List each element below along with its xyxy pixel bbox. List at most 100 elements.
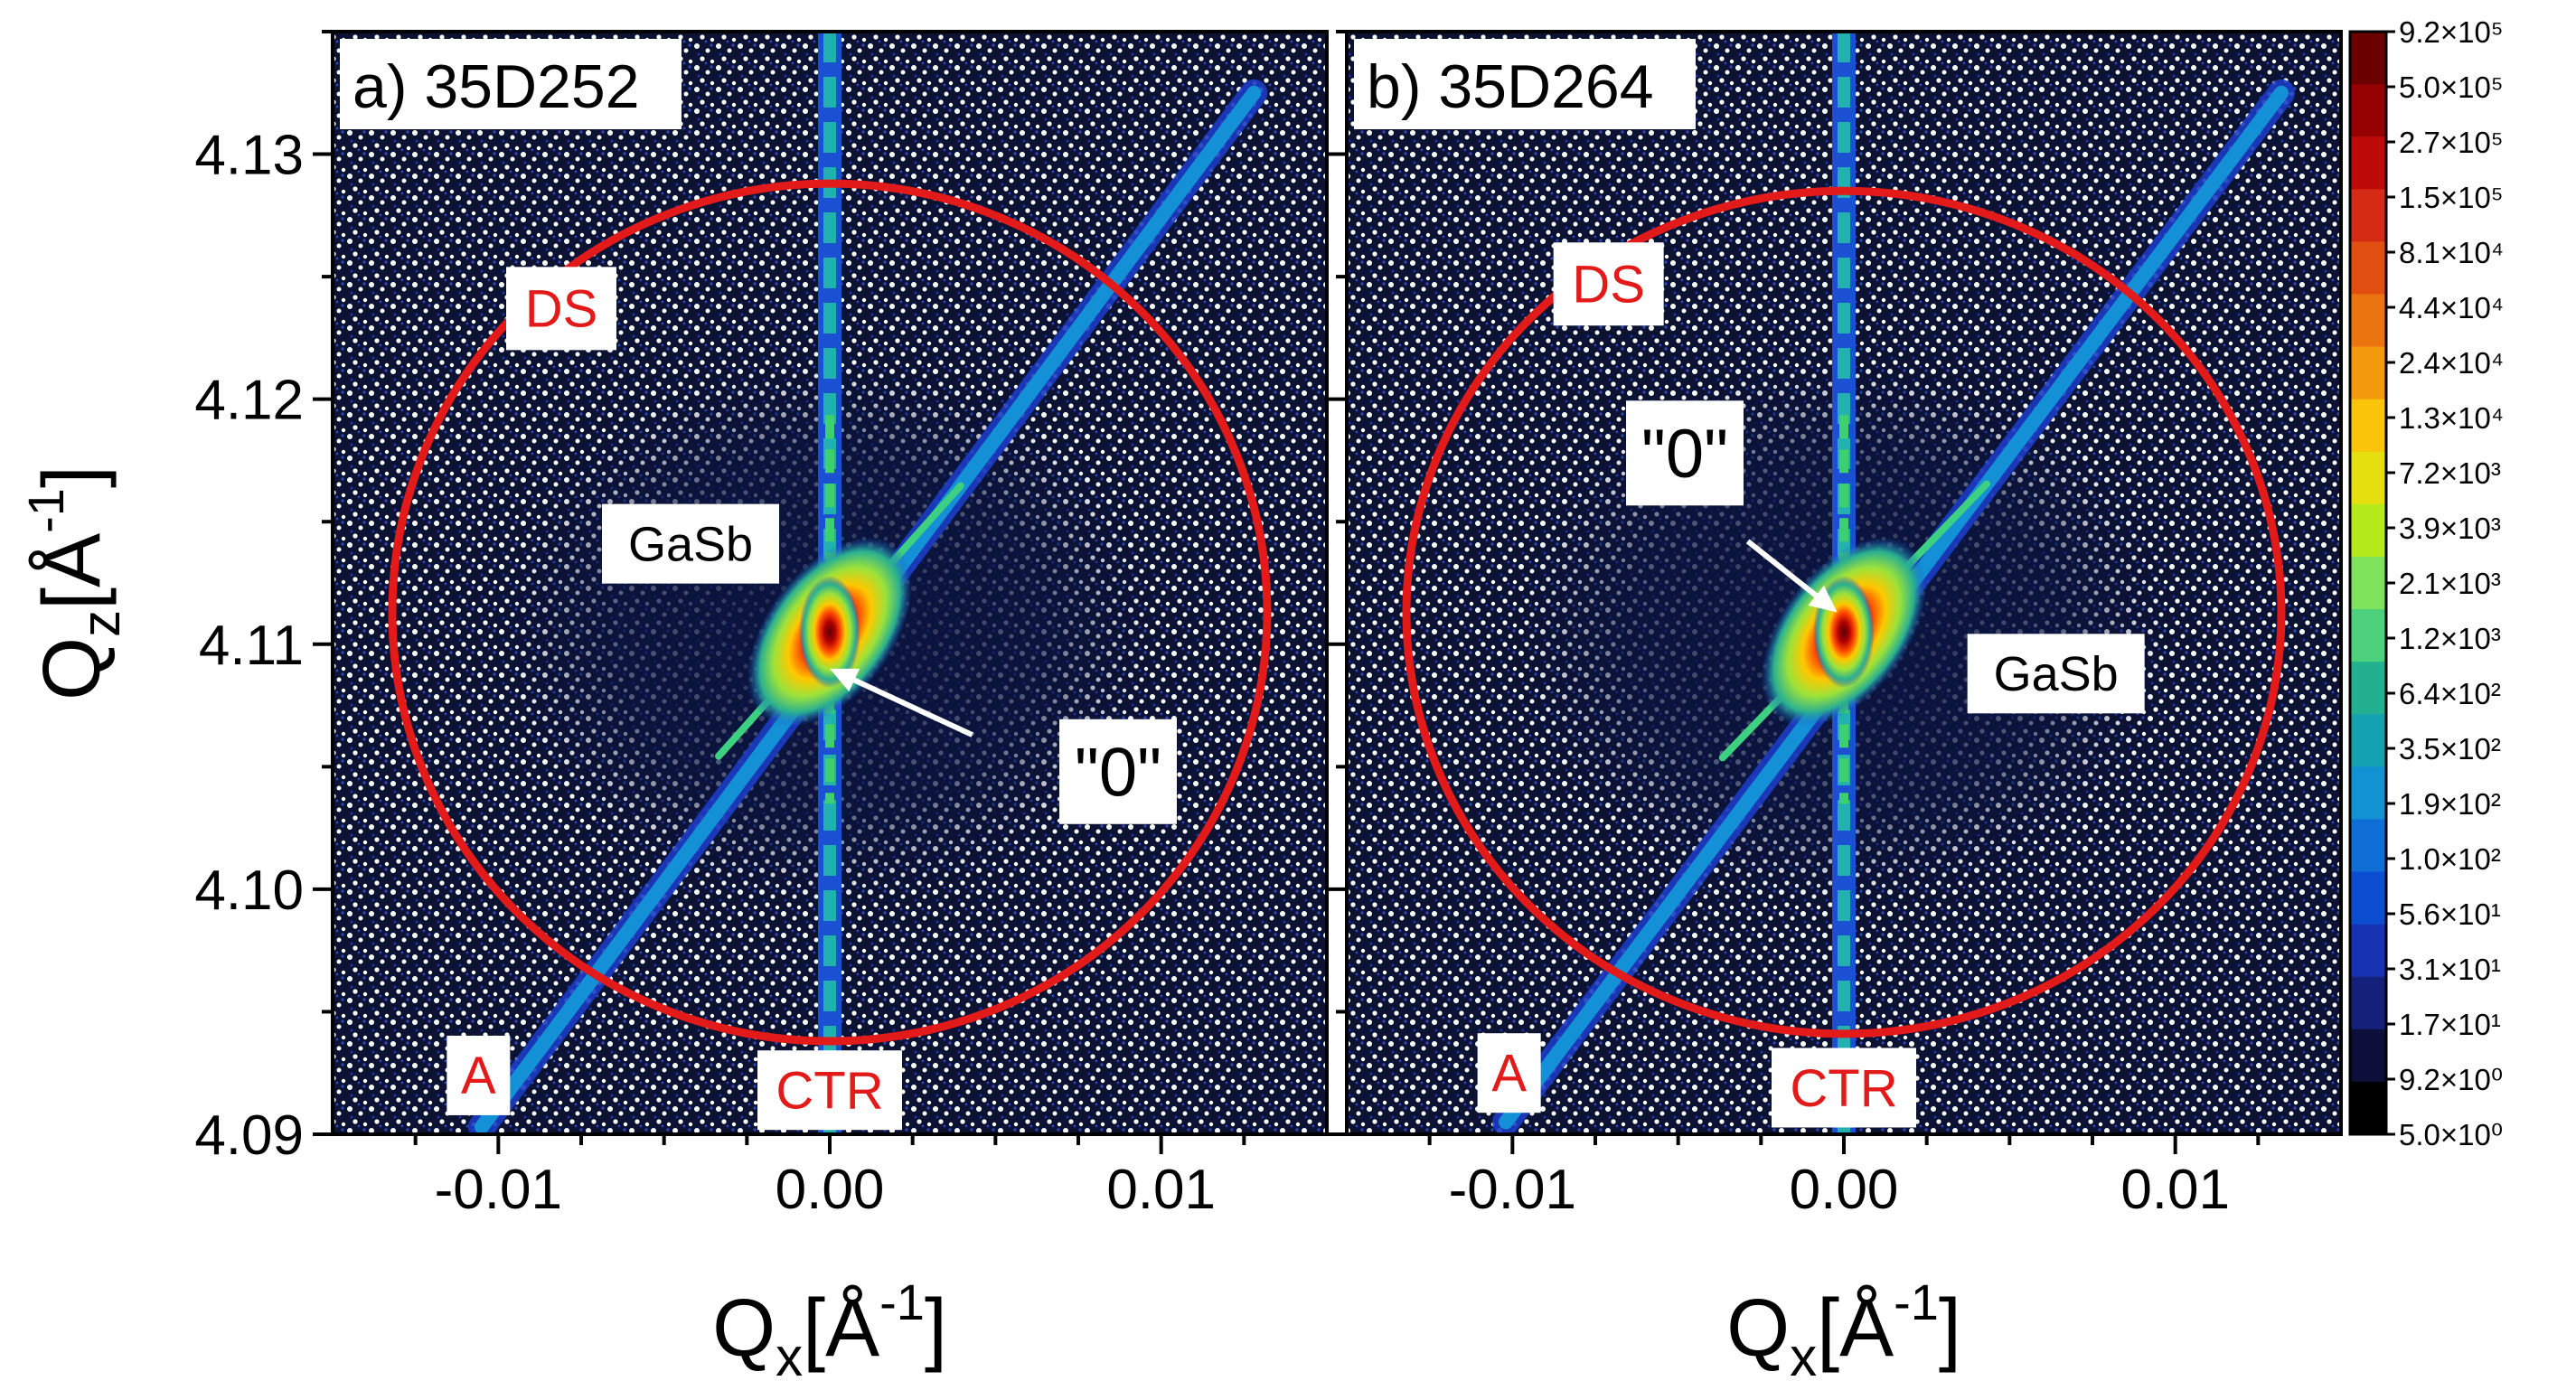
arrow-shaft bbox=[1745, 539, 1819, 598]
y-tick-label: 4.10 bbox=[194, 860, 304, 922]
x-axis-label-close: ] bbox=[925, 1283, 947, 1374]
x-axis-label-unit: [Å bbox=[1817, 1283, 1894, 1374]
panel-label: a) 35D252 bbox=[353, 52, 640, 121]
a-label: A bbox=[461, 1047, 496, 1105]
panel-label-box bbox=[340, 39, 682, 129]
bragg-peak bbox=[799, 576, 860, 689]
x-tick-label: 0.01 bbox=[1106, 1159, 1216, 1221]
ctr-label-box bbox=[757, 1050, 902, 1131]
colorbar-segment bbox=[2350, 662, 2386, 715]
zero-label: "0" bbox=[1641, 416, 1728, 493]
colorbar-label: 1.0×10² bbox=[2399, 842, 2501, 876]
panel-a: -0.01 0.00 0.01 4.09 4.10 4.11 4.12 4.13 a) 35D2… bbox=[17, 30, 1329, 1381]
colorbar-label: 2.1×10³ bbox=[2399, 567, 2501, 600]
ctr-label: CTR bbox=[776, 1062, 883, 1121]
colorbar-label: 7.2×10³ bbox=[2399, 456, 2501, 490]
x-axis-label-base: Q bbox=[712, 1283, 776, 1374]
zero-label-box bbox=[1059, 719, 1177, 824]
colorbar-label: 1.9×10² bbox=[2399, 787, 2501, 821]
colorbar-segment bbox=[2350, 609, 2386, 662]
colorbar-segment bbox=[2350, 871, 2386, 925]
colorbar-segment bbox=[2350, 1029, 2386, 1083]
a-label-box bbox=[1477, 1033, 1541, 1113]
zero-label-box bbox=[1626, 400, 1744, 506]
colorbar-label: 3.5×10² bbox=[2399, 732, 2501, 766]
zero-label: "0" bbox=[1075, 734, 1161, 811]
arrow-head bbox=[830, 668, 860, 692]
colorbar-segment bbox=[2350, 1081, 2386, 1135]
ds-label-box bbox=[506, 267, 616, 351]
colorbar-label: 5.0×10⁰ bbox=[2399, 1118, 2503, 1151]
plot-area bbox=[333, 32, 1327, 1134]
colorbar-segment bbox=[2350, 714, 2386, 767]
y-axis-label: Qz[Å-1] bbox=[17, 465, 131, 700]
arrow-shaft bbox=[852, 677, 973, 737]
ds-label: DS bbox=[1572, 256, 1645, 315]
x-axis-label-sub: x bbox=[1790, 1327, 1817, 1381]
colorbar-segment bbox=[2350, 503, 2386, 558]
y-axis-label-base: Q bbox=[27, 637, 118, 700]
y-axis-label-sub: z bbox=[71, 610, 131, 637]
colorbar: 9.2×10⁵ 5.0×10⁵ 2.7×10⁵ 1.5×10⁵ 8.1×10⁴ 4.4×1… bbox=[2348, 15, 2504, 1151]
colorbar-segment bbox=[2350, 399, 2386, 453]
colorbar-label: 4.4×10⁴ bbox=[2399, 291, 2504, 324]
colorbar-label: 8.1×10⁴ bbox=[2399, 236, 2504, 269]
ds-label-box bbox=[1553, 242, 1664, 326]
y-tick-label: 4.13 bbox=[194, 125, 304, 187]
colorbar-segment bbox=[2350, 84, 2386, 137]
ds-label: DS bbox=[525, 280, 598, 339]
colorbar-segment bbox=[2350, 819, 2386, 873]
colorbar-label: 9.2×10⁰ bbox=[2399, 1063, 2503, 1096]
panel-label-box bbox=[1354, 39, 1696, 129]
y-tick-label: 4.12 bbox=[194, 370, 304, 432]
colorbar-segment bbox=[2350, 924, 2386, 978]
colorbar-label: 3.9×10³ bbox=[2399, 512, 2501, 545]
gasb-label: GaSb bbox=[1994, 647, 2119, 701]
colorbar-label: 2.4×10⁴ bbox=[2399, 346, 2504, 380]
colorbar-label: 1.2×10³ bbox=[2399, 622, 2501, 655]
x-axis-label-close: ] bbox=[1939, 1283, 1961, 1374]
y-tick-label: 4.09 bbox=[194, 1104, 304, 1167]
colorbar-label: 1.3×10⁴ bbox=[2399, 401, 2504, 435]
colorbar-label: 9.2×10⁵ bbox=[2399, 15, 2504, 49]
colorbar-segment bbox=[2350, 976, 2386, 1030]
arrow-head bbox=[1808, 585, 1838, 613]
red-circle bbox=[1402, 186, 2286, 1038]
x-tick-label: -0.01 bbox=[435, 1159, 562, 1221]
gasb-label: GaSb bbox=[628, 518, 753, 572]
x-axis-label: Qx[Å-1] bbox=[1726, 1273, 1961, 1381]
gasb-label-box bbox=[1967, 634, 2145, 714]
colorbar-label: 5.0×10⁵ bbox=[2399, 70, 2504, 104]
colorbar-label: 1.7×10¹ bbox=[2399, 1008, 2501, 1041]
colorbar-label: 1.5×10⁵ bbox=[2399, 181, 2504, 214]
y-tick-label: 4.11 bbox=[199, 615, 304, 677]
ctr-label: CTR bbox=[1790, 1059, 1897, 1118]
gasb-label-box bbox=[602, 503, 779, 584]
colorbar-segment bbox=[2350, 241, 2386, 295]
colorbar-label: 6.4×10² bbox=[2399, 677, 2501, 710]
panel-label: b) 35D264 bbox=[1367, 52, 1654, 121]
colorbar-segment bbox=[2350, 189, 2386, 242]
colorbar-segment bbox=[2350, 294, 2386, 348]
panel-b: -0.01 0.00 0.01 b) 35D264 DS A CTR GaSb "0" Qx[Å-… bbox=[1327, 30, 2343, 1381]
red-circle bbox=[388, 179, 1272, 1046]
x-axis-label-exp: -1 bbox=[1894, 1273, 1939, 1330]
x-tick-label: 0.01 bbox=[2120, 1159, 2230, 1221]
colorbar-segment bbox=[2350, 136, 2386, 190]
x-axis-label-exp: -1 bbox=[879, 1273, 925, 1330]
plot-area bbox=[1347, 32, 2341, 1134]
x-tick-label: 0.00 bbox=[776, 1159, 885, 1221]
colorbar-segment bbox=[2350, 556, 2386, 610]
a-label: A bbox=[1491, 1045, 1527, 1104]
x-axis-label-base: Q bbox=[1726, 1283, 1790, 1374]
ctr-label-box bbox=[1772, 1047, 1916, 1128]
colorbar-segment bbox=[2350, 766, 2386, 820]
colorbar-segment bbox=[2350, 451, 2386, 505]
x-axis-label: Qx[Å-1] bbox=[712, 1273, 947, 1381]
x-tick-label: 0.00 bbox=[1790, 1159, 1899, 1221]
y-axis-label-close: ] bbox=[27, 465, 118, 488]
colorbar-segment bbox=[2350, 346, 2386, 400]
x-tick-label: -0.01 bbox=[1449, 1159, 1576, 1221]
colorbar-label: 2.7×10⁵ bbox=[2399, 126, 2504, 159]
